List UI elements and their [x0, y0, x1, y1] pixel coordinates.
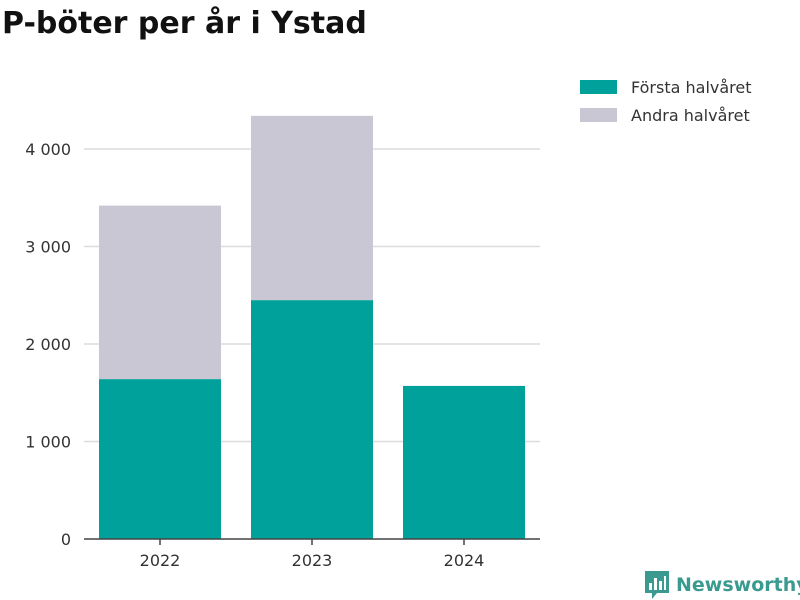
y-tick-label: 3 000 — [25, 238, 71, 257]
brand-name: Newsworthy — [676, 574, 800, 596]
bar-2024-first-half — [403, 385, 525, 539]
legend: Första halvåret Andra halvåret — [580, 73, 752, 129]
legend-label-first-half: Första halvåret — [631, 77, 752, 97]
x-tick-label: 2022 — [140, 551, 181, 570]
legend-item-second-half: Andra halvåret — [580, 101, 752, 129]
legend-label-second-half: Andra halvåret — [631, 105, 750, 125]
y-tick-label: 0 — [61, 530, 71, 549]
y-tick-label: 2 000 — [25, 335, 71, 354]
legend-item-first-half: Första halvåret — [580, 73, 752, 101]
legend-swatch-second-half — [580, 108, 617, 122]
legend-swatch-first-half — [580, 80, 617, 94]
chart-title: P-böter per år i Ystad — [2, 6, 367, 41]
bars — [99, 115, 525, 539]
bar-2022-first-half — [99, 379, 221, 539]
newsworthy-logo: Newsworthy — [644, 570, 800, 600]
y-tick-label: 4 000 — [25, 140, 71, 159]
bar-2023-first-half — [251, 300, 373, 539]
y-tick-label: 1 000 — [25, 433, 71, 452]
x-tick-label: 2024 — [444, 551, 485, 570]
bar-chart-icon — [645, 571, 669, 599]
bar-2022-second-half — [99, 205, 221, 380]
x-tick-label: 2023 — [292, 551, 333, 570]
bar-2023-second-half — [251, 115, 373, 301]
axes: 0 1 000 2 000 3 000 4 000 2022 2023 2024 — [25, 140, 540, 570]
